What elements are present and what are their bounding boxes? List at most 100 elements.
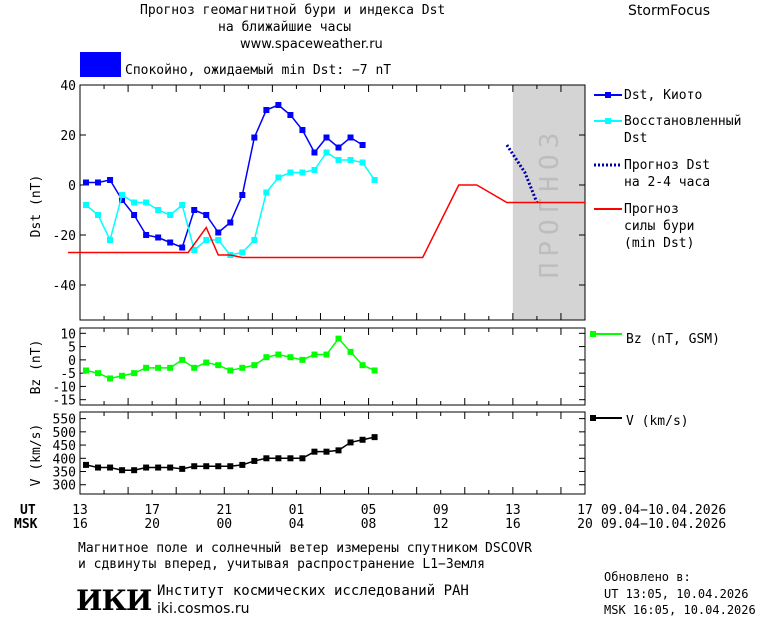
- x-tick-label-ut: 05: [361, 503, 377, 518]
- y-tick-label: 350: [53, 466, 76, 481]
- data-point: [251, 134, 258, 141]
- data-point: [119, 197, 126, 203]
- data-point: [167, 239, 174, 246]
- data-point: [143, 199, 150, 206]
- data-point: [263, 189, 270, 196]
- legend-restored-2: Dst: [624, 131, 647, 146]
- legend-dst-kyoto: Dst, Киото: [624, 88, 702, 103]
- x-tick-label-msk: 16: [72, 517, 88, 532]
- legend-restored-1: Восстановленный: [624, 114, 741, 129]
- y-tick-label: 300: [53, 479, 76, 494]
- legend-bz: Bz (nT, GSM): [626, 332, 720, 347]
- panel-frame: [79, 411, 586, 495]
- y-tick-label: -15: [53, 394, 76, 409]
- legend-v: V (km/s): [626, 414, 689, 429]
- y-tick-label: 400: [53, 452, 76, 467]
- data-point: [335, 447, 342, 454]
- status-color-box: [80, 52, 121, 77]
- y-tick-label: 0: [68, 179, 76, 194]
- data-point: [227, 219, 234, 226]
- legend-forecast-1: Прогноз Dst: [624, 158, 710, 173]
- data-point: [323, 149, 330, 156]
- data-point: [191, 247, 198, 253]
- data-point: [107, 237, 114, 243]
- legend-restored-marker: [605, 118, 611, 124]
- data-point: [179, 244, 186, 251]
- data-point: [299, 127, 306, 133]
- institute-name: Институт космических исследований РАН: [157, 583, 469, 599]
- data-point: [203, 237, 210, 243]
- chart-subtitle: на ближайшие часы: [218, 20, 352, 35]
- legend-storm-1: Прогноз: [624, 202, 679, 217]
- data-point: [275, 174, 282, 181]
- legend-dst-kyoto-marker: [605, 92, 611, 98]
- panel-frame: [79, 327, 586, 406]
- institute-url[interactable]: iki.cosmos.ru: [157, 601, 250, 617]
- data-point: [191, 463, 198, 470]
- data-point: [167, 364, 174, 371]
- site-url[interactable]: www.spaceweather.ru: [240, 37, 383, 52]
- data-point: [251, 237, 258, 243]
- x-tick-label-msk: 00: [216, 517, 232, 532]
- data-point: [263, 107, 270, 113]
- data-point: [203, 463, 210, 470]
- x-tick-label-msk: 16: [505, 517, 521, 532]
- data-point: [131, 370, 138, 377]
- data-point: [167, 212, 174, 218]
- chart-title: Прогноз геомагнитной бури и индекса Dst: [140, 3, 446, 18]
- data-point: [287, 169, 294, 176]
- bz-axis-label: Bz (nT): [29, 340, 44, 395]
- data-point: [107, 375, 114, 382]
- updated-msk: MSK 16:05, 10.04.2026: [604, 603, 756, 617]
- data-point: [179, 465, 186, 472]
- data-point: [311, 167, 318, 173]
- data-point: [287, 455, 294, 462]
- data-point: [275, 351, 282, 358]
- data-point: [287, 112, 294, 118]
- data-point: [215, 237, 222, 243]
- data-point: [215, 362, 222, 369]
- y-tick-label: 550: [53, 413, 76, 428]
- iki-logo[interactable]: ИКИ: [76, 584, 152, 617]
- x-tick-label-msk: 20: [577, 517, 593, 532]
- dst-axis-label: Dst (nT): [29, 175, 44, 238]
- data-point: [263, 354, 270, 361]
- data-point: [83, 179, 90, 186]
- data-point: [347, 348, 354, 355]
- data-point: [347, 439, 354, 446]
- footer-line2: и сдвинуты вперед, учитывая распростране…: [78, 557, 485, 572]
- data-point: [323, 351, 330, 358]
- series-line: [67, 184, 585, 259]
- data-point: [191, 207, 198, 213]
- data-point: [335, 335, 342, 342]
- brand-name: StormFocus: [628, 3, 711, 19]
- data-point: [323, 448, 330, 455]
- series-line: [85, 151, 376, 256]
- data-point: [83, 202, 90, 208]
- x-tick-label-msk: 08: [361, 517, 377, 532]
- data-point: [251, 457, 258, 464]
- legend-forecast-2: на 2-4 часа: [624, 175, 710, 190]
- data-point: [143, 464, 150, 471]
- msk-label: MSK: [14, 517, 38, 532]
- updated-label: Обновлено в:: [604, 570, 691, 584]
- x-tick-label-ut: 13: [72, 503, 88, 518]
- data-point: [203, 212, 210, 218]
- data-point: [155, 234, 162, 241]
- data-point: [107, 177, 114, 183]
- data-point: [299, 356, 306, 363]
- data-point: [95, 464, 102, 471]
- data-point: [155, 464, 162, 471]
- data-point: [311, 448, 318, 455]
- data-point: [203, 359, 210, 366]
- data-point: [143, 364, 150, 371]
- data-point: [347, 157, 354, 163]
- data-point: [83, 461, 90, 468]
- x-tick-label-msk: 04: [289, 517, 305, 532]
- data-point: [371, 177, 378, 183]
- legend-storm-2: силы бури: [624, 219, 694, 234]
- data-point: [359, 142, 366, 148]
- data-point: [275, 102, 282, 108]
- data-point: [275, 455, 282, 462]
